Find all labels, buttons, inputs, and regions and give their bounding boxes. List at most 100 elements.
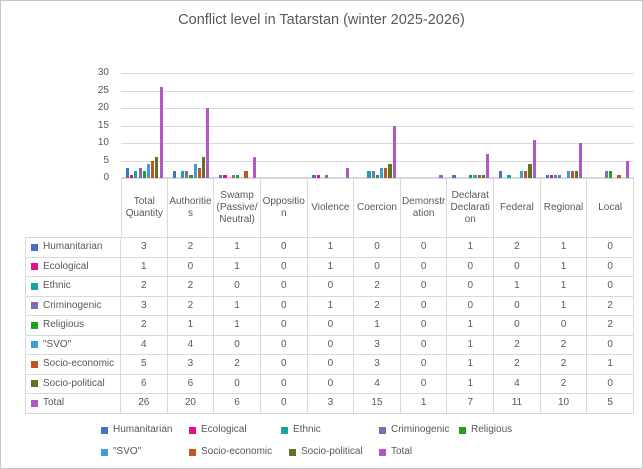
bar-group	[354, 73, 401, 178]
bar	[579, 143, 583, 178]
value-cell: 0	[400, 316, 448, 336]
bar	[558, 174, 562, 178]
bar	[439, 174, 443, 178]
value-cell: 0	[214, 374, 261, 394]
legend-label: Criminogenic	[391, 424, 450, 435]
bar-group	[587, 73, 634, 178]
legend-swatch-icon	[379, 448, 386, 456]
bar	[155, 157, 159, 178]
bar	[452, 174, 456, 178]
plot-area	[121, 73, 634, 178]
series-label: Religious	[43, 319, 85, 331]
bar	[312, 174, 316, 178]
value-cell: 0	[260, 355, 308, 375]
bar	[575, 171, 579, 178]
value-cell: 1	[447, 238, 495, 258]
value-cell: 1	[214, 316, 261, 336]
legend-swatch-icon	[101, 448, 108, 456]
data-table: Total Quantity Authorities Swamp (Passive/…	[25, 178, 634, 414]
bar	[172, 171, 176, 178]
bar-group	[168, 73, 215, 178]
bar	[524, 171, 528, 178]
bar	[201, 157, 206, 178]
legend-swatch-icon	[289, 448, 296, 456]
y-tick-label: 10	[97, 137, 109, 148]
bar	[566, 171, 570, 178]
value-cell: 4	[121, 335, 168, 355]
bar	[375, 174, 380, 178]
y-tick-label: 25	[97, 84, 109, 96]
value-cell: 0	[307, 355, 355, 375]
series-label-cell: Ecological	[25, 257, 121, 277]
series-label: Socio-economic	[43, 358, 115, 370]
value-cell: 0	[354, 257, 401, 277]
series-key-icon	[31, 321, 38, 329]
table-corner-cell	[25, 178, 121, 238]
value-cell: 0	[260, 316, 308, 336]
value-cell: 1	[214, 296, 261, 316]
bar-group	[121, 73, 168, 178]
series-key-icon	[31, 380, 38, 388]
y-tick-label: 20	[97, 102, 109, 113]
y-tick-label: 5	[103, 154, 109, 166]
bar	[134, 171, 138, 178]
table-header-cell: Opposition	[260, 178, 308, 238]
legend-label: Humanitarian	[113, 424, 173, 435]
series-key-icon	[31, 263, 38, 271]
bar	[532, 139, 536, 178]
value-cell: 1	[307, 296, 355, 316]
bar	[252, 157, 256, 178]
value-cell: 2	[167, 296, 215, 316]
bar	[189, 174, 193, 178]
value-cell: 3	[121, 238, 168, 258]
value-cell: 3	[121, 296, 168, 316]
gridline	[121, 90, 634, 92]
value-cell: 0	[400, 238, 448, 258]
value-cell: 0	[167, 257, 215, 277]
value-cell: 20	[167, 394, 215, 414]
bar	[554, 174, 558, 178]
legend-label: Socio-economic	[201, 446, 273, 457]
bar	[185, 171, 189, 178]
value-cell: 0	[260, 394, 308, 414]
bar	[197, 167, 201, 178]
gridline	[121, 125, 634, 127]
value-cell: 0	[307, 335, 355, 355]
bar	[528, 164, 532, 178]
bar	[193, 164, 197, 178]
value-cell: 0	[260, 296, 308, 316]
legend-swatch-icon	[101, 426, 108, 434]
value-cell: 0	[587, 374, 634, 394]
bar	[125, 167, 130, 178]
value-cell: 3	[307, 394, 355, 414]
legend-item: Religious	[459, 424, 512, 436]
series-label: Ethnic	[43, 280, 71, 292]
legend-item: Humanitarian	[101, 424, 172, 436]
value-cell: 3	[167, 355, 215, 375]
bar	[316, 174, 320, 178]
value-cell: 5	[121, 355, 168, 375]
series-label: Ecological	[43, 260, 89, 272]
value-cell: 0	[354, 238, 401, 258]
value-cell: 1	[214, 257, 261, 277]
value-cell: 1	[494, 277, 541, 297]
value-cell: 1	[447, 316, 495, 336]
series-label-cell: Criminogenic	[25, 296, 121, 316]
bar	[507, 174, 511, 178]
legend-swatch-icon	[189, 426, 196, 434]
bar	[180, 171, 185, 178]
value-cell: 6	[121, 374, 168, 394]
series-key-icon	[31, 399, 38, 407]
bar-group	[261, 73, 308, 178]
series-label-cell: Ethnic	[25, 277, 121, 297]
legend-item: Total	[379, 446, 412, 458]
series-key-icon	[31, 341, 38, 349]
bar	[384, 167, 388, 178]
value-cell: 0	[540, 316, 588, 336]
table-header-cell: Declarat Declaration	[447, 178, 495, 238]
series-key-icon	[31, 302, 38, 310]
legend-swatch-icon	[189, 448, 196, 456]
series-label: Socio-political	[43, 377, 105, 389]
bar	[380, 167, 384, 178]
